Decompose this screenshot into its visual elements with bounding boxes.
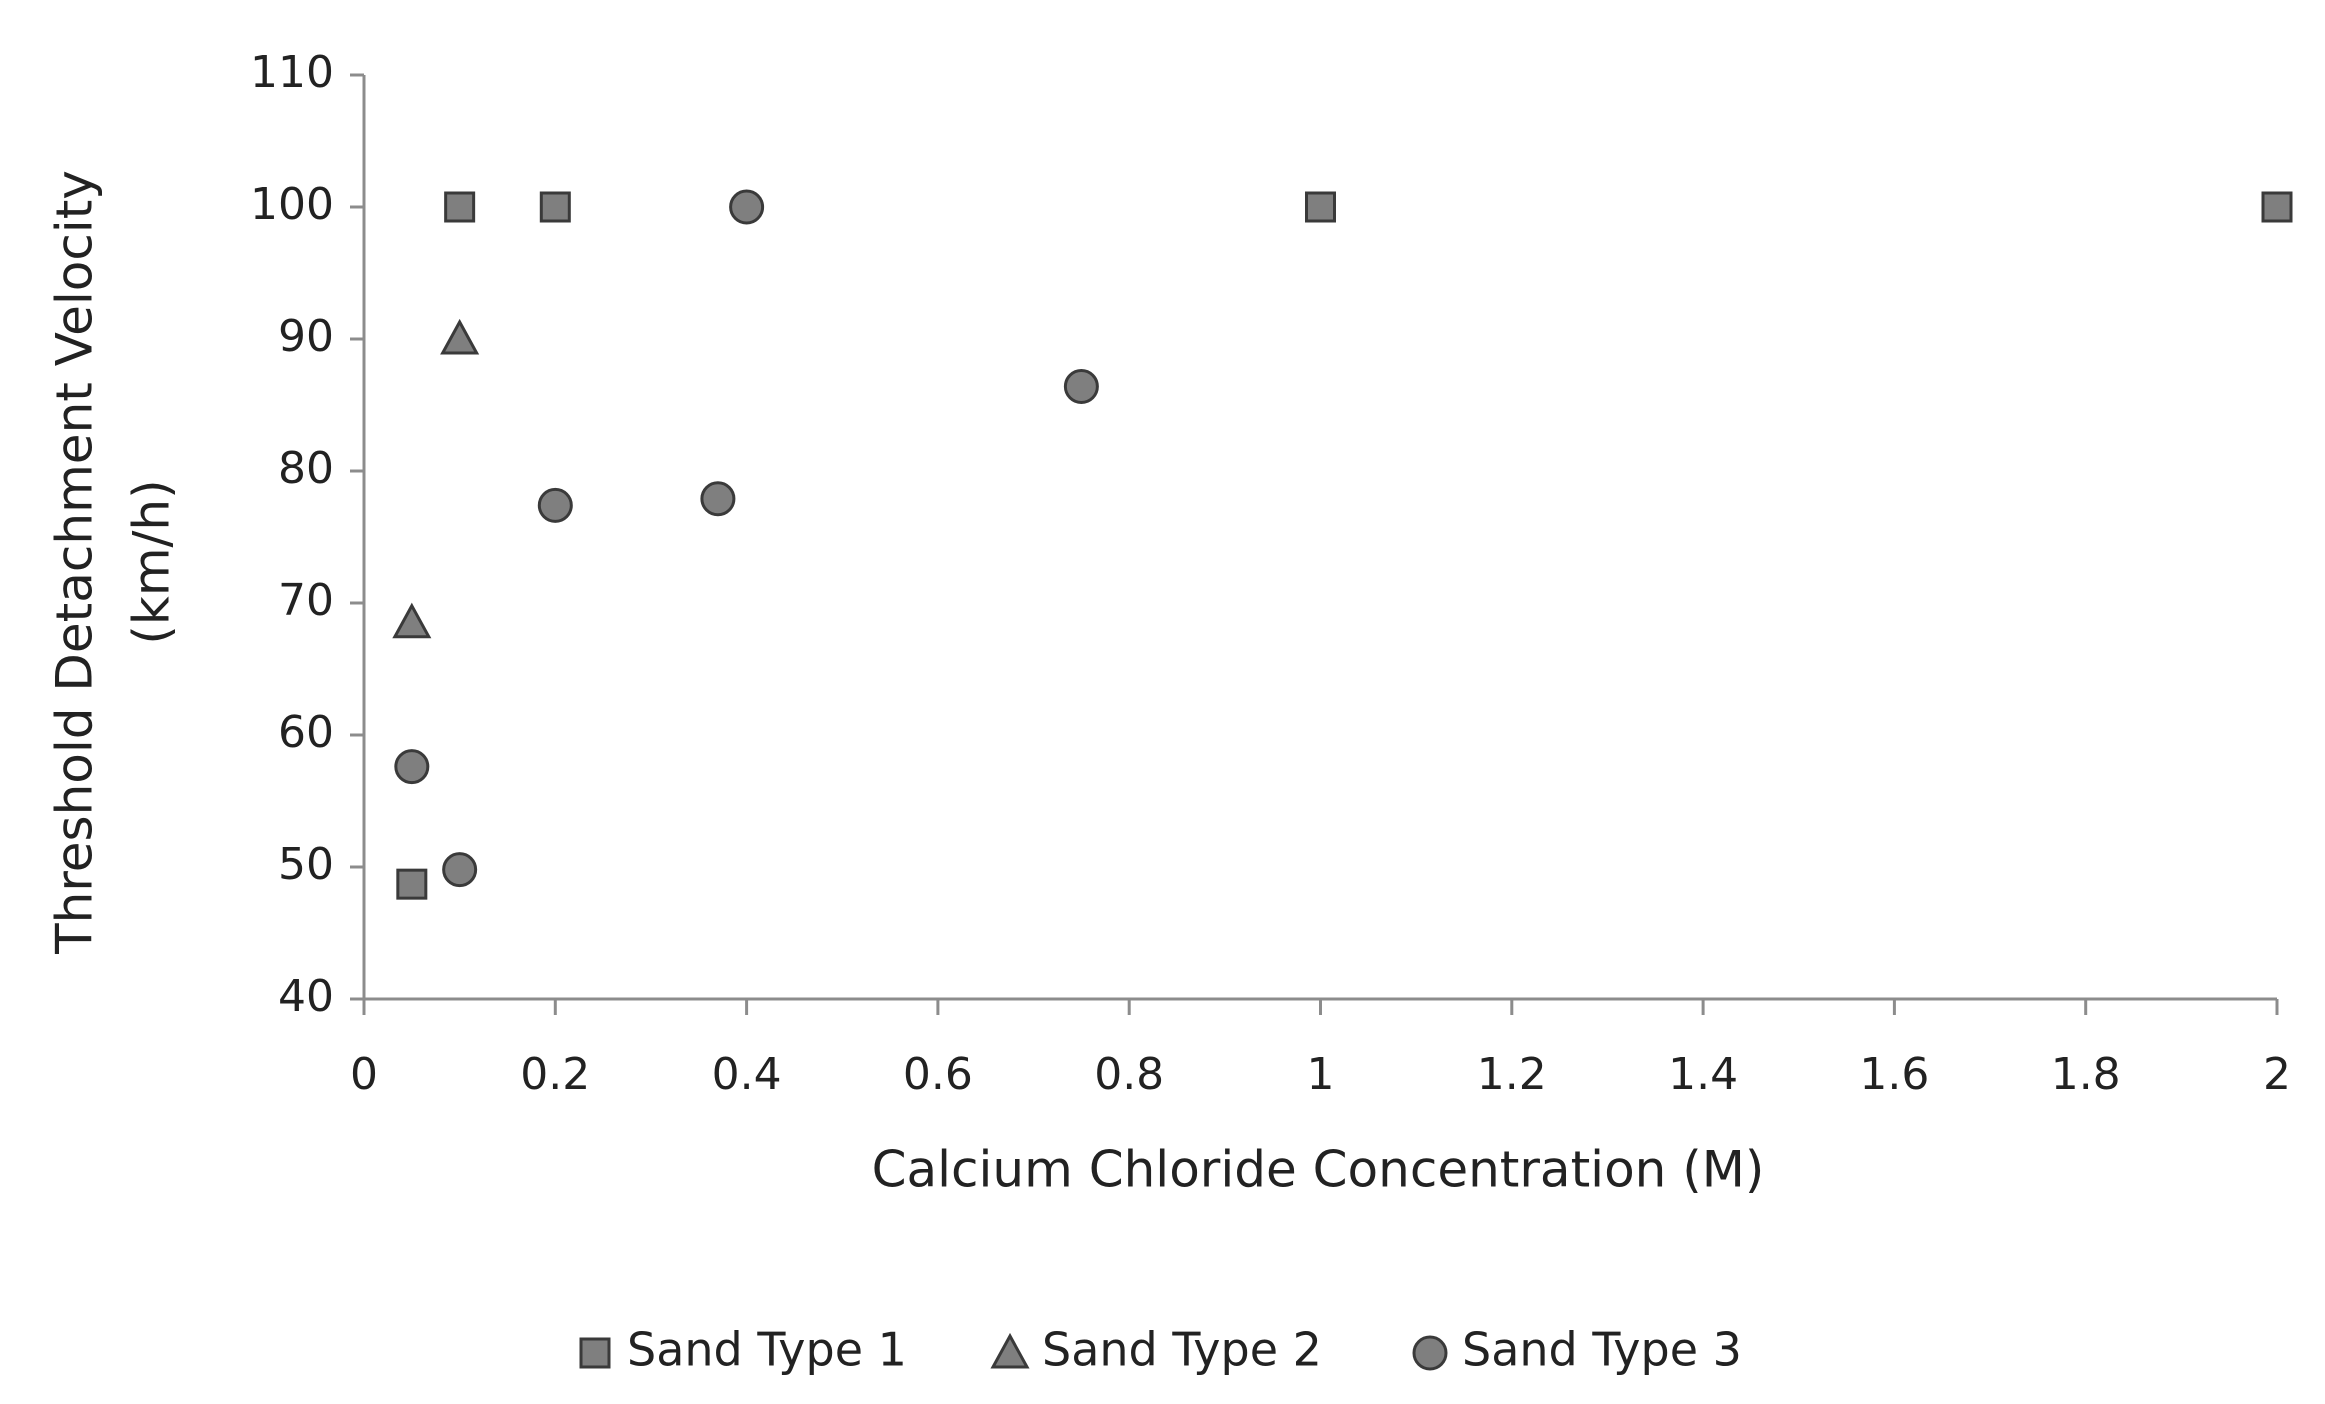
x-tick-label: 2 [2263, 1049, 2291, 1100]
y-tick-label: 40 [278, 971, 334, 1022]
y-tick-label: 60 [278, 707, 334, 758]
marker-square [396, 868, 428, 900]
marker-circle [537, 487, 573, 523]
x-tick-label: 0.4 [712, 1049, 782, 1100]
marker-circle [442, 852, 478, 888]
y-axis-title: (km/h) [123, 479, 181, 644]
y-tick-label: 100 [250, 179, 334, 230]
y-tick-label: 70 [278, 575, 334, 626]
marker-triangle [990, 1332, 1030, 1369]
y-tick-label: 110 [250, 47, 334, 98]
y-tick-label: 80 [278, 443, 334, 494]
x-tick-label: 0.2 [520, 1049, 590, 1100]
legend-label: Sand Type 2 [1042, 1323, 1322, 1377]
y-tick-label: 50 [278, 839, 334, 890]
marker-square [1305, 191, 1336, 223]
x-tick-label: 1.6 [1859, 1049, 1929, 1100]
marker-circle [700, 481, 736, 517]
x-tick-label: 0.6 [903, 1049, 973, 1100]
legend-label: Sand Type 1 [627, 1323, 907, 1377]
x-tick-label: 1 [1307, 1049, 1335, 1100]
marker-square [539, 191, 571, 223]
marker-circle [1412, 1335, 1448, 1371]
y-axis-title: Threshold Detachment Velocity [46, 170, 104, 955]
x-tick-label: 1.2 [1477, 1049, 1547, 1100]
x-tick-label: 1.8 [2051, 1049, 2121, 1100]
marker-triangle [392, 602, 432, 639]
marker-circle [729, 189, 765, 225]
marker-square [2261, 191, 2293, 223]
marker-square [579, 1337, 611, 1369]
x-axis-title: Calcium Chloride Concentration (M) [872, 1141, 1765, 1199]
marker-circle [394, 749, 430, 785]
x-tick-label: 1.4 [1668, 1049, 1738, 1100]
x-tick-label: 0.8 [1094, 1049, 1164, 1100]
legend-label: Sand Type 3 [1462, 1323, 1742, 1377]
marker-circle [1063, 369, 1099, 405]
y-tick-label: 90 [278, 311, 334, 362]
marker-square [444, 191, 476, 223]
x-tick-label: 0 [350, 1049, 378, 1100]
marker-triangle [440, 318, 480, 355]
